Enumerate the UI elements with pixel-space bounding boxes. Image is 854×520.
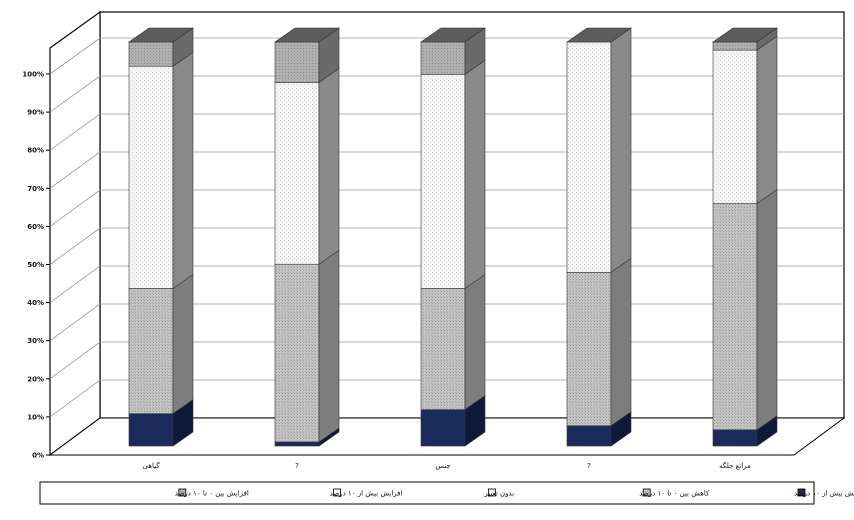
bar-top	[712, 27, 778, 43]
x-category-label: ?	[587, 462, 591, 470]
bar-segment-side	[464, 273, 486, 411]
bar-segment-side	[172, 273, 194, 415]
legend-label: کاهش بیش از ۱۰ درصد	[794, 490, 854, 498]
y-tick-label: 60%	[27, 223, 44, 231]
bar-segment-side	[610, 27, 632, 273]
gridline-side	[49, 379, 101, 418]
legend-label: کاهش بین ۰ تا ۱۰ درصد	[639, 490, 710, 498]
bar-segment	[420, 41, 466, 75]
bar-top	[420, 27, 486, 43]
legend-swatch	[333, 488, 342, 497]
bar-segment	[128, 413, 174, 447]
gridline-side	[49, 227, 101, 265]
y-tick-label: 20%	[27, 375, 44, 383]
bar-segment-side	[318, 67, 340, 265]
gridline-side	[49, 37, 101, 75]
bar-top	[128, 27, 194, 43]
bar-segment-side	[756, 35, 778, 205]
y-tick-label: 0%	[32, 452, 44, 460]
gridline-side	[49, 75, 101, 113]
gridline-side	[49, 265, 101, 303]
bar-top	[566, 27, 632, 43]
bar-segment-side	[610, 257, 632, 427]
y-tick-label: 80%	[27, 147, 44, 155]
bar-segment	[712, 429, 758, 447]
legend-label: افزایش بین ۰ تا ۱۰ درصد	[175, 490, 249, 498]
bar-segment	[566, 425, 612, 447]
y-tick-label: 50%	[27, 261, 44, 269]
bar-segment-side	[318, 249, 340, 443]
x-category-label: جنس	[435, 462, 450, 470]
gridline-side	[49, 151, 101, 189]
bar-segment	[274, 441, 320, 447]
bar-segment	[712, 49, 758, 204]
bar-segment	[128, 41, 174, 67]
y-tick-label: 70%	[27, 185, 44, 193]
bar-segment-side	[756, 189, 778, 431]
bars	[128, 27, 778, 447]
bar-segment	[566, 271, 612, 427]
bar-segment	[420, 288, 466, 410]
legend: کاهش بیش از ۱۰ درصد کاهش بین ۰ تا ۱۰ درصد…	[39, 481, 854, 505]
legend-swatch	[487, 488, 496, 497]
bar-segment	[128, 288, 174, 414]
gridline-side	[49, 189, 101, 227]
x-category-label: گیاهی	[142, 461, 160, 470]
legend-box	[39, 481, 815, 505]
bar-segment	[712, 203, 758, 431]
y-tick-label: 40%	[27, 299, 44, 307]
x-axis-categories: گیاهی? جنس? مراتع جلگه	[142, 461, 751, 470]
legend-swatch	[797, 488, 806, 497]
y-tick-label: 90%	[27, 109, 44, 117]
bar-segment	[712, 41, 758, 51]
bar-segment	[274, 263, 320, 443]
y-tick-label: 10%	[27, 413, 44, 421]
bar-segment	[420, 74, 466, 289]
legend-swatch	[178, 488, 187, 497]
bar-segment	[420, 409, 466, 447]
y-tick-label: 30%	[27, 337, 44, 345]
gridline-side	[49, 341, 101, 380]
x-category-label: مراتع جلگه	[719, 461, 751, 470]
bar-segment	[274, 82, 320, 265]
legend-swatch	[642, 488, 651, 497]
legend-label: بدون تغییر	[483, 490, 514, 498]
y-tick-label: 100%	[22, 71, 44, 79]
bar-top	[274, 27, 340, 43]
x-category-label: ?	[295, 462, 299, 470]
legend-label: افزایش بیش از ۱۰ درصد	[330, 490, 403, 498]
gridline-side	[49, 303, 101, 342]
bar-segment	[128, 65, 174, 289]
y-axis-ticks: 0% 10% 20% 30% 40% 50% 60% 70% 80% 90% 100%	[22, 71, 50, 460]
bar-segment	[566, 41, 612, 273]
bar-segment	[274, 41, 320, 83]
gridline-side	[49, 113, 101, 151]
legend-entries: کاهش بیش از ۱۰ درصد کاهش بین ۰ تا ۱۰ درصد…	[175, 488, 854, 498]
bar-segment-side	[464, 59, 486, 290]
bar-segment-side	[172, 51, 194, 290]
